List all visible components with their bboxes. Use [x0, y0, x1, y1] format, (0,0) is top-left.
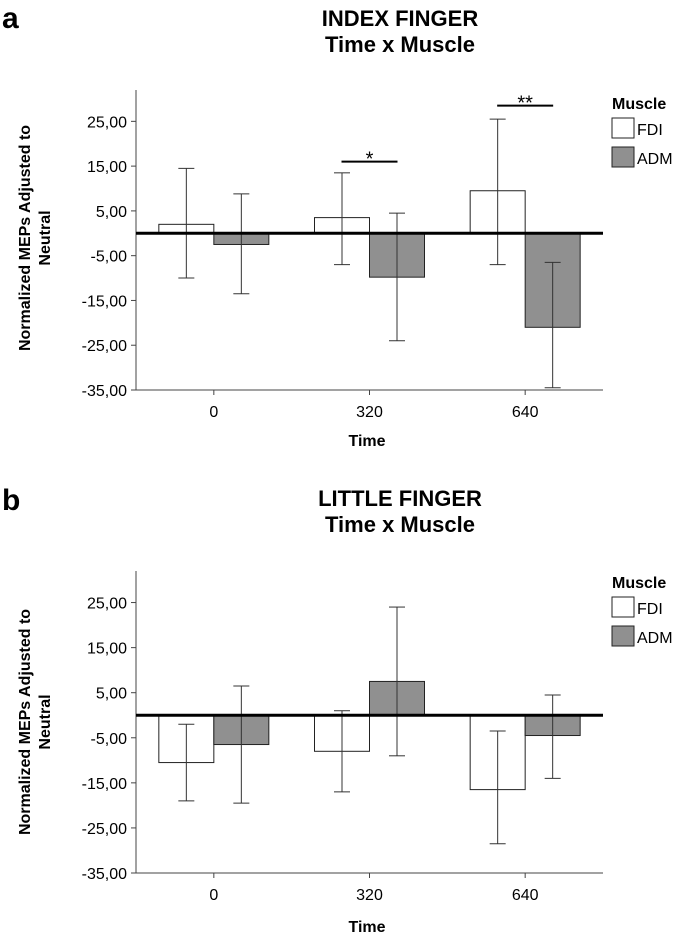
panel-letter: a [2, 2, 19, 35]
x-tick-label: 320 [356, 404, 383, 421]
x-tick-label: 320 [356, 887, 383, 904]
significance-label: ** [517, 93, 533, 115]
y-tick-label: 15,00 [87, 159, 127, 176]
y-tick-label: -15,00 [82, 293, 127, 310]
legend-title: Muscle [612, 96, 666, 113]
legend-label-adm: ADM [637, 151, 673, 168]
x-tick-label: 0 [209, 887, 218, 904]
y-tick-label: 15,00 [87, 641, 127, 658]
y-axis-title-line1: Normalized MEPs Adjusted to [17, 609, 34, 835]
y-axis-title: Normalized MEPs Adjusted to Neutral [17, 125, 54, 351]
y-tick-label: 5,00 [96, 204, 127, 221]
legend-title: Muscle [612, 575, 666, 592]
panel-index-finger: a INDEX FINGER Time x Muscle Normalized … [2, 2, 673, 450]
plot-area: 25,00 15,00 5,00 -5,00 -15,00 -25,00 -35,00 0 32… [82, 571, 603, 904]
y-axis-title-line2: Neutral [37, 210, 54, 265]
y-tick-label: -5,00 [91, 731, 128, 748]
y-tick-label: 25,00 [87, 114, 127, 131]
y-tick-label: -35,00 [82, 383, 127, 400]
panel-little-finger: b LITTLE FINGER Time x Muscle Normalized… [2, 484, 673, 936]
legend-swatch-adm [611, 625, 635, 647]
chart-title: INDEX FINGER [322, 6, 479, 31]
significance-label: * [366, 149, 374, 171]
chart-subtitle: Time x Muscle [325, 512, 475, 537]
y-tick-label: -35,00 [82, 866, 127, 883]
y-tick-label: -25,00 [82, 338, 127, 355]
x-tick-label: 640 [512, 887, 539, 904]
y-tick-label: 25,00 [87, 596, 127, 613]
y-axis-title: Normalized MEPs Adjusted to Neutral [17, 609, 54, 835]
legend-swatch-fdi [611, 117, 635, 139]
legend-label-adm: ADM [637, 630, 673, 647]
panel-letter: b [2, 484, 20, 517]
legend-swatch-adm [611, 146, 635, 168]
plot-area: 25,00 15,00 5,00 -5,00 -15,00 -25,00 -35,00 0 32… [82, 90, 603, 421]
legend-swatch-fdi [611, 596, 635, 618]
y-tick-label: -25,00 [82, 821, 127, 838]
x-axis-title: Time [348, 919, 385, 936]
chart-title: LITTLE FINGER [318, 486, 482, 511]
x-tick-label: 640 [512, 404, 539, 421]
y-tick-label: -15,00 [82, 776, 127, 793]
legend-label-fdi: FDI [637, 601, 663, 618]
y-tick-label: 5,00 [96, 686, 127, 703]
x-tick-label: 0 [209, 404, 218, 421]
chart-subtitle: Time x Muscle [325, 32, 475, 57]
legend: FDI ADM [611, 596, 673, 647]
y-axis-title-line1: Normalized MEPs Adjusted to [17, 125, 34, 351]
x-axis-title: Time [348, 433, 385, 450]
legend: FDI ADM [611, 117, 673, 168]
y-axis-title-line2: Neutral [37, 694, 54, 749]
y-tick-label: -5,00 [91, 249, 128, 266]
legend-label-fdi: FDI [637, 122, 663, 139]
